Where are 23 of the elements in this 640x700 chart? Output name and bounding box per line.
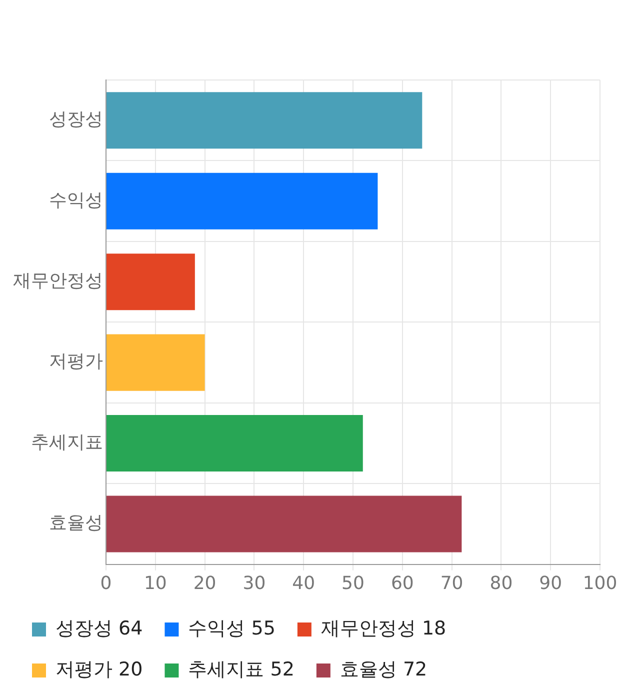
x-tick-label: 70: [440, 572, 464, 594]
y-tick-label: 추세지표: [31, 432, 103, 453]
x-tick-label: 50: [342, 572, 364, 594]
legend-label: 추세지표 52: [188, 658, 294, 680]
legend-label: 성장성 64: [56, 617, 143, 640]
legend-label: 수익성 55: [188, 617, 276, 640]
y-tick-label: 효율성: [49, 512, 103, 534]
y-tick-label: 수익성: [49, 190, 103, 211]
y-tick-label: 재무안정성: [13, 270, 103, 292]
x-tick-label: 0: [100, 572, 112, 594]
legend-label: 재무안정성 18: [320, 617, 446, 640]
legend-label: 저평가 20: [56, 658, 143, 680]
x-tick-label: 40: [292, 572, 316, 594]
y-tick-label: 성장성: [49, 109, 103, 130]
x-tick-label: 60: [390, 572, 414, 594]
x-tick-label: 20: [193, 572, 216, 594]
x-tick-label: 80: [490, 572, 513, 594]
y-tick-label: 저평가: [49, 351, 103, 372]
x-tick-label: 30: [242, 572, 266, 594]
legend-label: 효율성 72: [340, 658, 428, 680]
x-tick-label: 10: [144, 572, 167, 594]
x-tick-label: 100: [582, 572, 618, 594]
x-tick-label: 90: [539, 572, 562, 594]
